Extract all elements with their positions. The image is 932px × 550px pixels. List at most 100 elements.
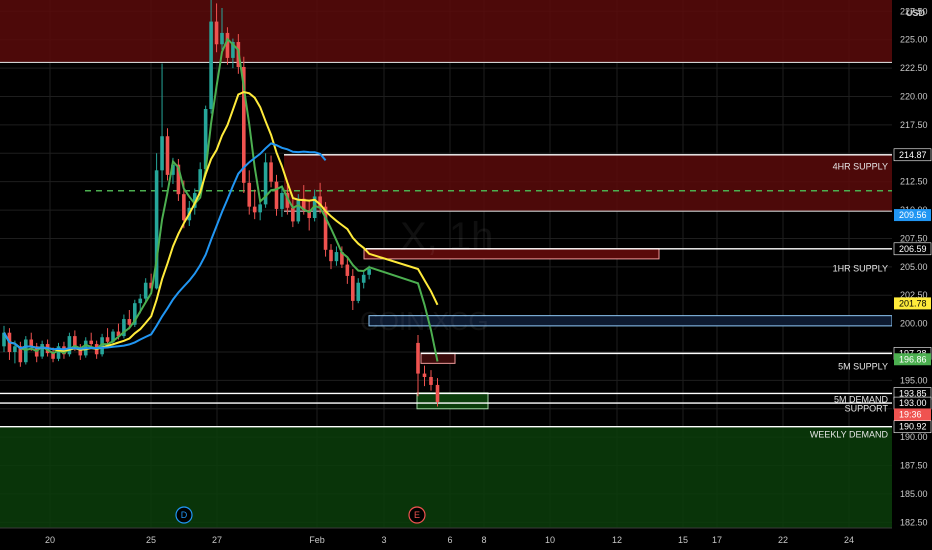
candle-body	[138, 298, 143, 304]
candle-body	[89, 340, 93, 345]
candle-body	[220, 32, 224, 45]
ma-price-text: 209.56	[899, 210, 927, 220]
candle-body	[367, 269, 371, 275]
candle-body	[100, 337, 104, 355]
zones	[0, 0, 893, 528]
candle-body	[225, 32, 230, 58]
x-axis[interactable]: 20 25 27 Feb 3 6 8 10 12 15 17 22 24	[0, 527, 932, 550]
candle-body	[160, 136, 164, 171]
small-supply-box	[420, 352, 456, 364]
supply-zone	[0, 0, 892, 63]
candle-body	[18, 346, 23, 363]
event-marker-icon[interactable]	[408, 506, 426, 524]
level-price-badge	[893, 420, 932, 434]
level-label: 1HR SUPPLY	[833, 264, 888, 274]
price-scale[interactable]: USD 227.50225.00222.50220.00217.50215.00…	[892, 0, 932, 550]
candle-body	[247, 182, 252, 207]
level-price-text: 193.00	[899, 398, 927, 408]
candle-body	[269, 162, 273, 182]
candle-body	[122, 319, 126, 337]
time-tick-label[interactable]: 24	[844, 535, 854, 545]
time-tick-label[interactable]: 12	[612, 535, 622, 545]
candle-body	[67, 336, 72, 355]
price-tick-label[interactable]: 202.50	[900, 290, 928, 300]
candle-body	[214, 21, 219, 45]
current-price-countdown: 19:36	[899, 409, 922, 419]
candle-body	[435, 384, 440, 402]
price-tick-label[interactable]: 205.00	[900, 262, 928, 272]
event-marker-label[interactable]: D	[181, 510, 188, 520]
price-tick-label[interactable]: 212.50	[900, 177, 928, 187]
candle-body	[231, 42, 235, 58]
price-scale-bg	[892, 0, 932, 550]
candle-body	[323, 206, 328, 250]
time-tick-label[interactable]: 20	[45, 535, 55, 545]
candle-body	[165, 136, 170, 175]
time-tick-label[interactable]: 22	[778, 535, 788, 545]
candle-body	[340, 252, 344, 265]
candle-body	[78, 347, 83, 356]
level-price-text: 193.85	[899, 388, 927, 398]
candle-body	[296, 198, 301, 222]
price-tick-label[interactable]: 227.50	[900, 6, 928, 16]
price-tick-label[interactable]: 200.00	[900, 319, 928, 329]
time-tick-label[interactable]: Feb	[309, 535, 325, 545]
level-price-badge	[893, 242, 932, 256]
ma-price-text: 196.86	[899, 354, 927, 364]
candle-body	[171, 164, 175, 175]
level-price-text: 190.92	[899, 422, 927, 432]
candle-body	[263, 162, 268, 205]
watermark-text: X, 1h	[400, 215, 493, 259]
currency-label[interactable]: USD	[906, 8, 926, 18]
price-tick-label[interactable]: 225.00	[900, 35, 928, 45]
candle-body	[361, 274, 366, 283]
candle-body	[252, 206, 257, 213]
time-axis-bg	[0, 528, 932, 550]
price-tick-label[interactable]: 187.50	[900, 461, 928, 471]
candle-body	[192, 193, 197, 208]
candle-body	[40, 344, 44, 357]
candle-body	[143, 282, 148, 299]
time-tick-label[interactable]: 27	[212, 535, 222, 545]
levels: 4HR SUPPLY 1HR SUPPLY 5M SUPPLY 5M DEMANDSU…	[0, 154, 892, 439]
time-tick-label[interactable]: 6	[447, 535, 452, 545]
candle-body	[301, 198, 306, 211]
candle-body	[56, 346, 61, 359]
time-tick-label[interactable]: 17	[712, 535, 722, 545]
time-tick-label[interactable]: 3	[381, 535, 386, 545]
candle-body	[209, 21, 213, 110]
watermark: X, 1h COIN:XCG	[360, 215, 493, 336]
candle-body	[176, 164, 181, 195]
candle-body	[198, 169, 202, 194]
candle-body	[182, 194, 186, 221]
time-tick-label[interactable]: 10	[545, 535, 555, 545]
small-demand-box	[416, 392, 489, 410]
time-tick-label[interactable]: 15	[678, 535, 688, 545]
price-tick-label[interactable]: 217.50	[900, 120, 928, 130]
price-tick-label[interactable]: 182.50	[900, 517, 928, 527]
level-price-badge	[893, 148, 932, 162]
candle-body	[73, 336, 77, 348]
level-label: 5M DEMAND	[834, 394, 889, 404]
price-tick-label[interactable]: 220.00	[900, 92, 928, 102]
price-tick-label[interactable]: 185.00	[900, 489, 928, 499]
price-tick-label[interactable]: 190.00	[900, 432, 928, 442]
candle-body	[429, 376, 433, 385]
supply-zone	[284, 154, 892, 212]
watermark-subtext: COIN:XCG	[360, 306, 489, 336]
level-price-text: 214.87	[899, 150, 927, 160]
price-tick-label[interactable]: 222.50	[900, 63, 928, 73]
time-tick-label[interactable]: 25	[146, 535, 156, 545]
candle-body	[307, 210, 311, 219]
price-tick-label[interactable]: 207.50	[900, 233, 928, 243]
ma-price-badge	[894, 297, 931, 310]
candle-body	[345, 264, 350, 276]
candle-body	[133, 303, 137, 325]
event-marker-icon[interactable]	[175, 506, 193, 524]
time-tick-label[interactable]: 8	[481, 535, 486, 545]
price-tick-label[interactable]: 195.00	[900, 375, 928, 385]
event-marker-label[interactable]: E	[414, 510, 420, 520]
